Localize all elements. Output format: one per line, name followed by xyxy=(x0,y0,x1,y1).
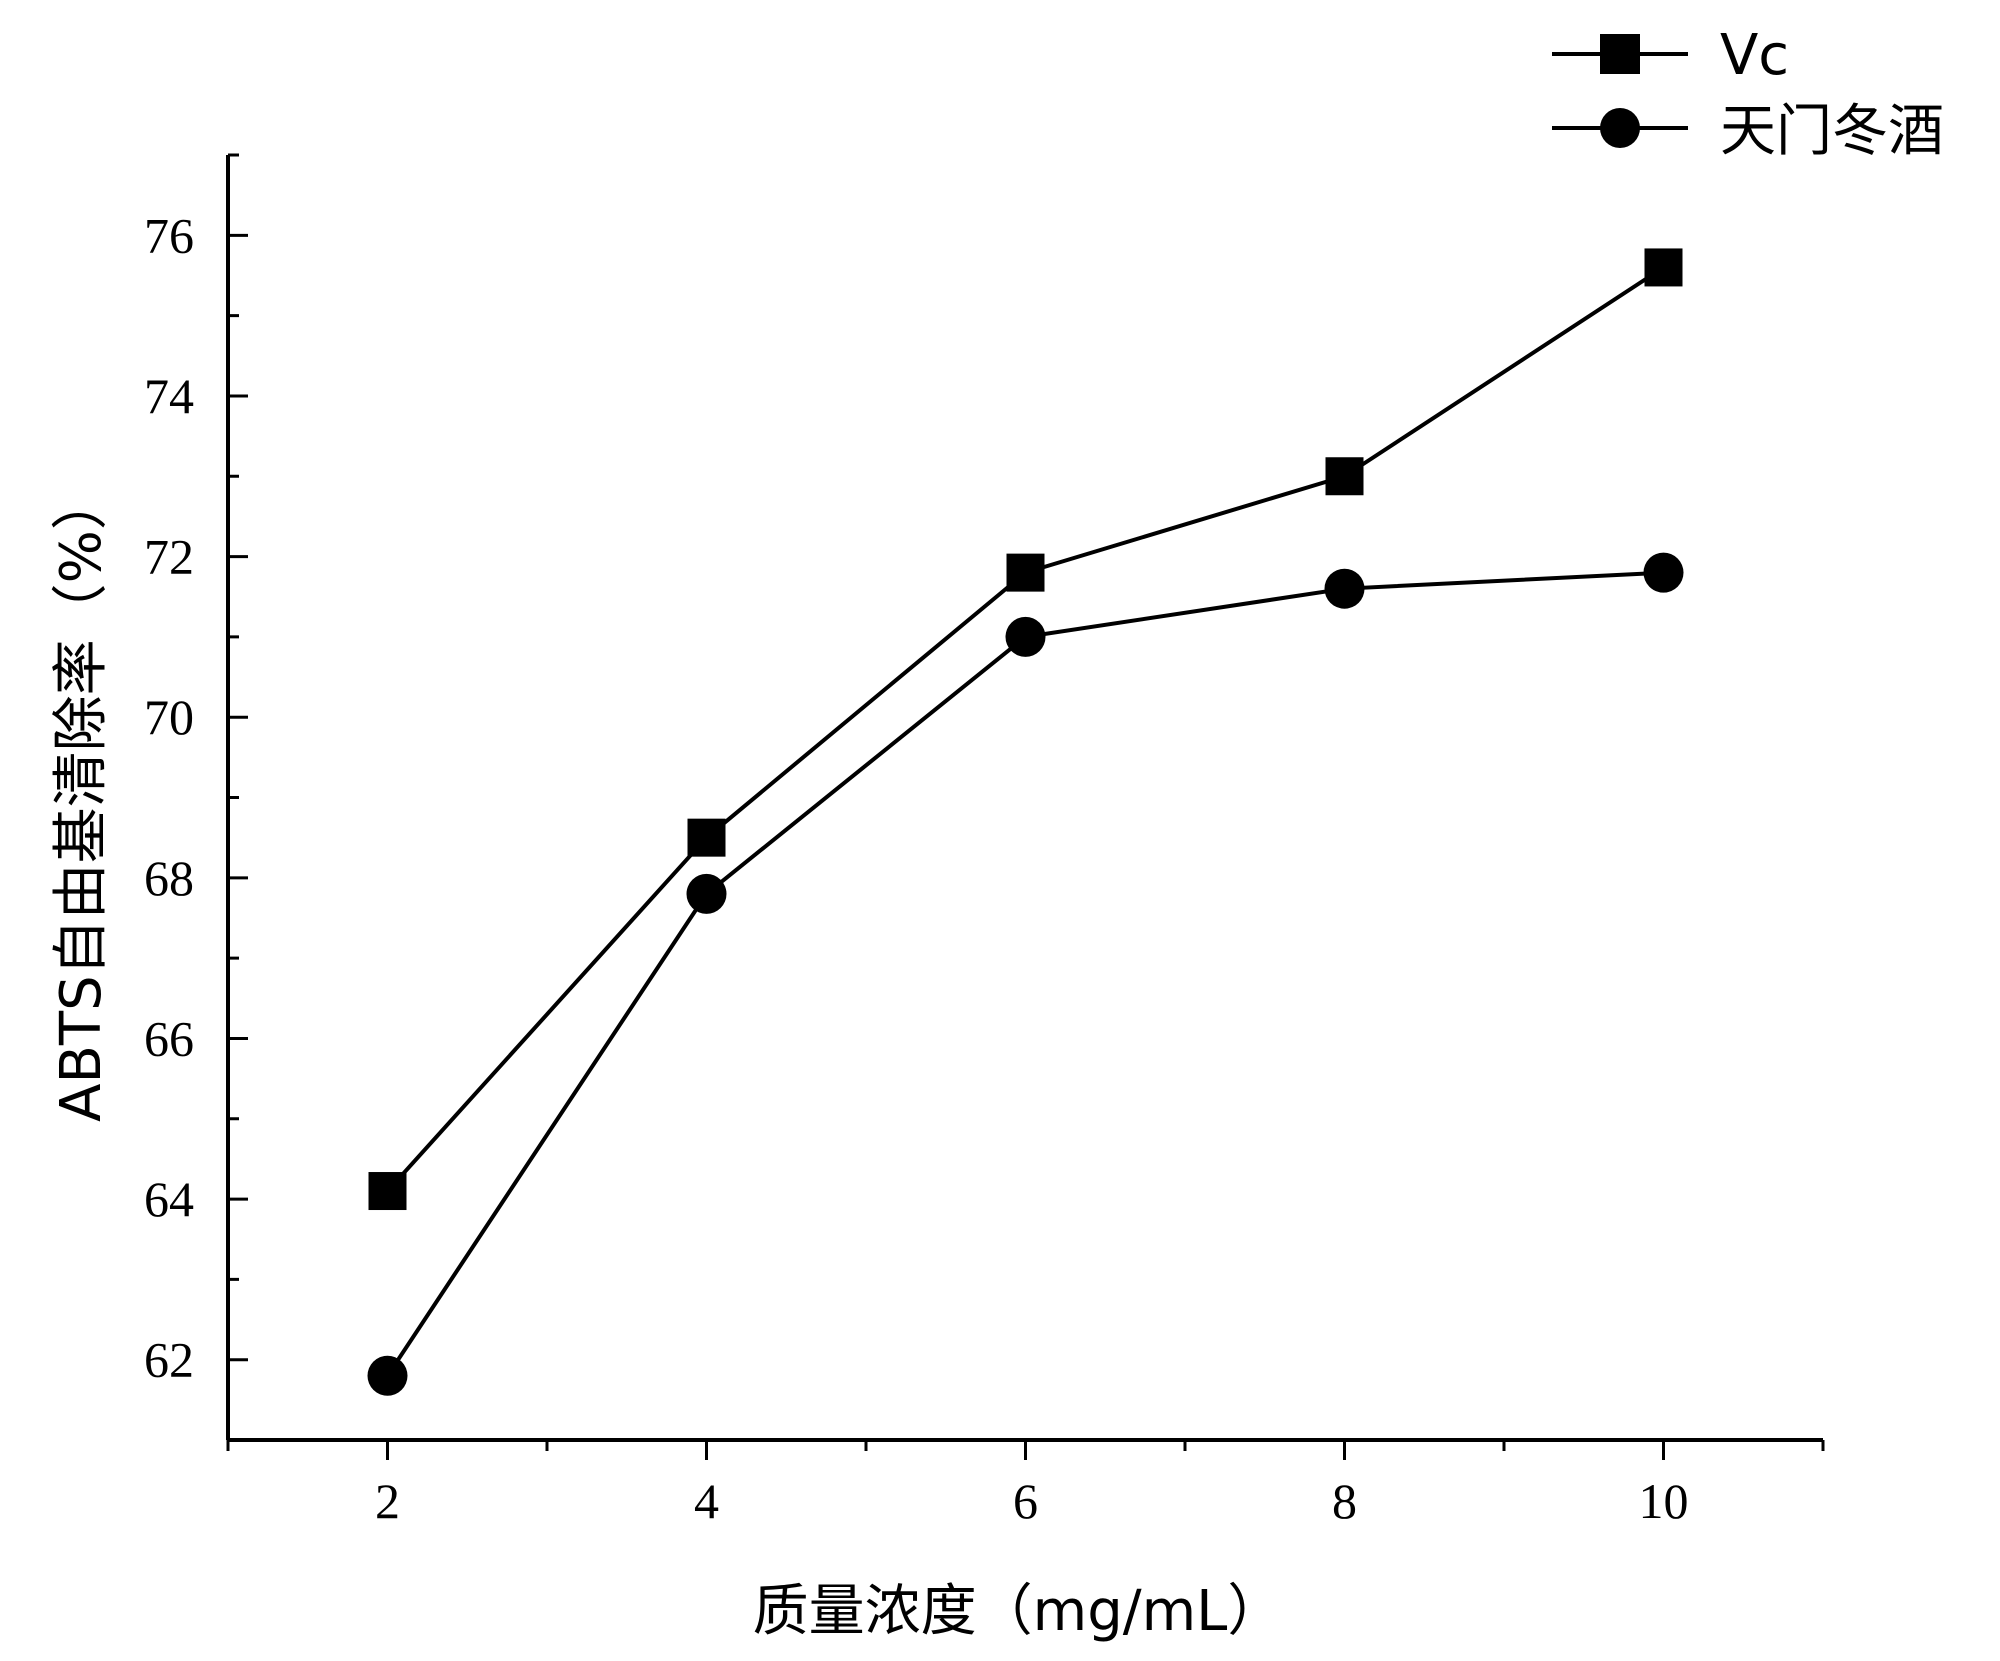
series-line-0 xyxy=(386,265,1665,1193)
x-tick-label: 8 xyxy=(1332,1473,1357,1529)
y-tick-label: 62 xyxy=(144,1332,194,1388)
axes xyxy=(226,155,1823,1442)
data-point-circle xyxy=(367,1355,408,1396)
legend-marker-tianmendong xyxy=(1600,108,1640,148)
x-tick-label: 2 xyxy=(375,1473,400,1529)
legend-label-vc: Vc xyxy=(1720,23,1789,88)
x-ticks: 2 4 6 8 10 xyxy=(226,1440,1825,1529)
data-point-circle xyxy=(1643,552,1684,593)
x-tick-label: 6 xyxy=(1013,1473,1038,1529)
legend-label-tianmendong: 天门冬酒 xyxy=(1720,99,1944,164)
y-tick-label: 74 xyxy=(144,368,194,424)
x-axis-title: 质量浓度（mg/mL） xyxy=(753,1579,1284,1644)
data-point-square xyxy=(368,1172,407,1211)
data-point-circle xyxy=(1005,616,1046,657)
legend: Vc 天门冬酒 xyxy=(1552,23,1944,164)
y-tick-label: 66 xyxy=(144,1010,194,1066)
y-ticks: 62 64 66 68 70 72 74 76 xyxy=(144,153,248,1442)
y-tick-label: 64 xyxy=(144,1171,194,1227)
y-tick-label: 68 xyxy=(144,850,194,906)
y-tick-label: 70 xyxy=(144,689,194,745)
data-point-circle xyxy=(1324,568,1365,609)
legend-marker-vc xyxy=(1600,34,1640,74)
x-tick-label: 10 xyxy=(1639,1473,1689,1529)
data-point-square xyxy=(687,818,726,857)
data-point-circle xyxy=(686,873,727,914)
y-tick-label: 76 xyxy=(144,207,194,263)
series-layer xyxy=(367,248,1684,1396)
y-axis-title: ABTS自由基清除率（%） xyxy=(49,474,114,1122)
data-point-square xyxy=(1325,457,1364,496)
series-line-1 xyxy=(385,570,1664,1377)
data-point-square xyxy=(1006,553,1045,592)
data-point-square xyxy=(1644,248,1683,287)
y-tick-label: 72 xyxy=(144,529,194,585)
x-tick-label: 4 xyxy=(694,1473,719,1529)
